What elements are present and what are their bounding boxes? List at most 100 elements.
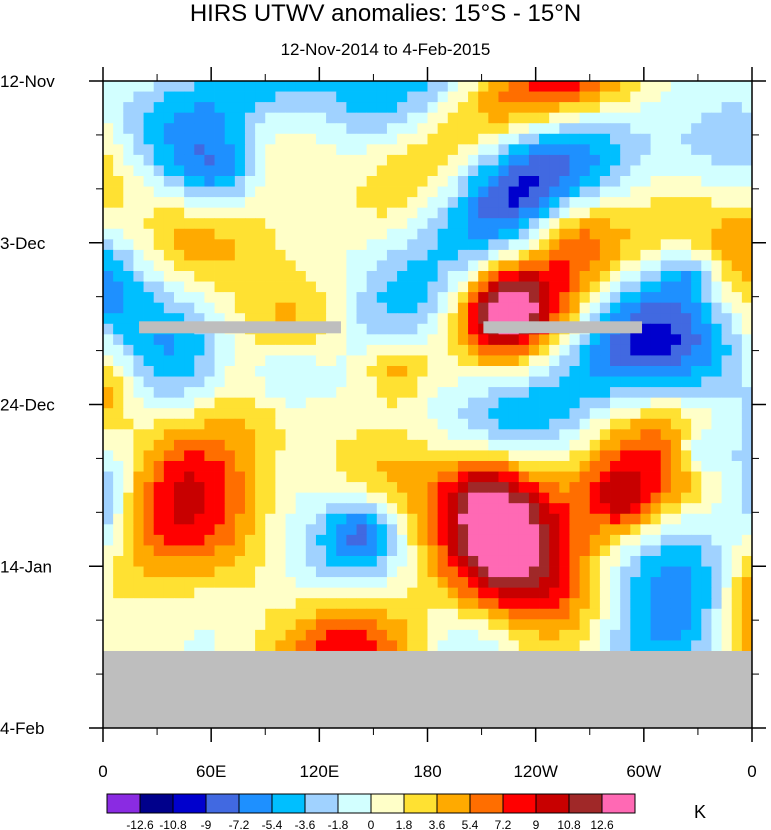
heatmap-cell: [701, 513, 712, 525]
heatmap-cell: [478, 503, 489, 515]
heatmap-cell: [650, 302, 662, 314]
heatmap-cell: [386, 629, 398, 641]
heatmap-cell: [508, 197, 520, 209]
heatmap-cell: [417, 249, 428, 261]
heatmap-cell: [468, 91, 479, 103]
heatmap-cell: [711, 344, 722, 356]
heatmap-cell: [326, 344, 337, 356]
heatmap-cell: [457, 186, 469, 198]
heatmap-cell: [630, 112, 641, 124]
heatmap-cell: [397, 355, 408, 367]
heatmap-cell: [559, 408, 570, 420]
heatmap-cell: [275, 545, 286, 557]
heatmap-cell: [305, 460, 317, 472]
heatmap-cell: [386, 545, 398, 557]
heatmap-cell: [741, 376, 753, 388]
heatmap-cell: [478, 587, 489, 599]
heatmap-cell: [346, 503, 357, 515]
heatmap-cell: [701, 102, 712, 114]
heatmap-cell: [397, 133, 408, 145]
heatmap-cell: [163, 376, 175, 388]
heatmap-cell: [103, 482, 114, 494]
heatmap-cell: [447, 270, 459, 282]
heatmap-cell: [427, 365, 439, 377]
heatmap-cell: [315, 587, 327, 599]
heatmap-cell: [255, 460, 266, 472]
heatmap-cell: [366, 165, 378, 177]
heatmap-cell: [549, 408, 560, 420]
heatmap-cell: [518, 81, 530, 92]
heatmap-cell: [417, 439, 428, 451]
heatmap-cell: [741, 513, 753, 525]
heatmap-cell: [498, 102, 510, 114]
heatmap-cell: [589, 408, 601, 420]
heatmap-cell: [397, 408, 408, 420]
heatmap-cell: [153, 186, 165, 198]
heatmap-cell: [549, 439, 560, 451]
heatmap-cell: [731, 608, 743, 620]
heatmap-cell: [366, 376, 378, 388]
heatmap-cell: [234, 292, 246, 304]
heatmap-cell: [194, 144, 205, 156]
heatmap-cell: [224, 239, 236, 251]
heatmap-cell: [133, 471, 144, 483]
heatmap-cell: [711, 598, 722, 610]
heatmap-cell: [214, 218, 226, 230]
heatmap-cell: [244, 313, 256, 325]
heatmap-cell: [437, 313, 449, 325]
heatmap-cell: [640, 534, 651, 546]
x-tick-label: 0: [747, 762, 756, 781]
heatmap-cell: [295, 460, 307, 472]
heatmap-cell: [346, 492, 357, 504]
heatmap-cell: [234, 460, 246, 472]
heatmap-cell: [356, 270, 368, 282]
heatmap-cell: [346, 397, 357, 409]
heatmap-cell: [356, 176, 368, 187]
heatmap-cell: [255, 186, 266, 198]
heatmap-cell: [539, 524, 550, 536]
heatmap-cell: [366, 555, 378, 567]
heatmap-cell: [539, 228, 550, 240]
heatmap-cell: [650, 587, 662, 599]
heatmap-cell: [234, 534, 246, 546]
heatmap-cell: [113, 492, 124, 504]
heatmap-cell: [214, 239, 226, 251]
heatmap-cell: [691, 503, 702, 515]
heatmap-cell: [173, 619, 185, 631]
heatmap-cell: [599, 165, 611, 177]
heatmap-cell: [670, 239, 682, 251]
heatmap-cell: [295, 503, 307, 515]
heatmap-cell: [346, 482, 357, 494]
heatmap-cell: [437, 102, 449, 114]
heatmap-cell: [366, 640, 378, 652]
heatmap-cell: [103, 640, 114, 652]
heatmap-cell: [539, 292, 550, 304]
heatmap-cell: [539, 344, 550, 356]
heatmap-cell: [275, 112, 286, 124]
heatmap-cell: [417, 503, 428, 515]
heatmap-cell: [346, 640, 357, 652]
heatmap-cell: [244, 176, 256, 187]
heatmap-cell: [468, 640, 479, 652]
heatmap-cell: [528, 503, 540, 515]
heatmap-cell: [670, 598, 682, 610]
heatmap-cell: [488, 577, 499, 589]
heatmap-cell: [620, 355, 631, 367]
heatmap-cell: [133, 249, 144, 261]
heatmap-cell: [275, 376, 286, 388]
heatmap-cell: [326, 91, 337, 103]
heatmap-cell: [103, 429, 114, 441]
heatmap-cell: [397, 524, 408, 536]
heatmap-cell: [366, 302, 378, 314]
heatmap-cell: [153, 598, 165, 610]
heatmap-cell: [366, 598, 378, 610]
heatmap-cell: [691, 640, 702, 652]
heatmap-cell: [255, 619, 266, 631]
heatmap-cell: [610, 566, 621, 578]
heatmap-cell: [599, 207, 611, 219]
heatmap-cell: [549, 619, 560, 631]
heatmap-cell: [214, 577, 226, 589]
heatmap-cell: [214, 608, 226, 620]
heatmap-cell: [701, 598, 712, 610]
heatmap-cell: [356, 587, 368, 599]
